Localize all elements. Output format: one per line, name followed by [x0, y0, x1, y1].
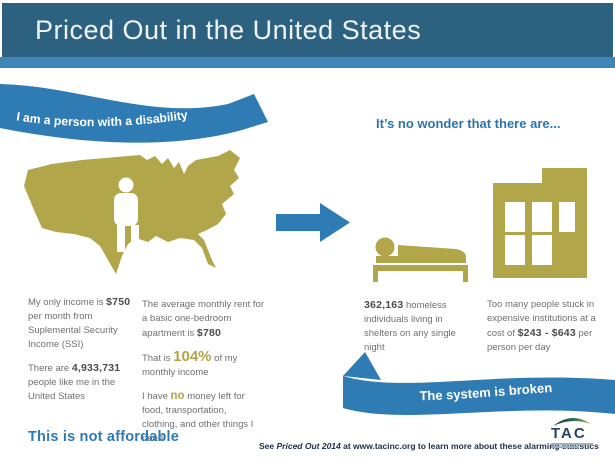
rent-percent-paragraph: That is 104% of my monthly income [142, 348, 264, 380]
rent-amount: $780 [196, 327, 222, 339]
page-title: Priced Out in the United States [35, 15, 422, 45]
homeless-bed-icon [373, 237, 468, 282]
tac-logo: TAC [551, 413, 609, 448]
stat-institutions: Too many people stuck in expensive insti… [487, 298, 607, 364]
income-text-pre: My only income is [28, 297, 107, 308]
header-bar: Priced Out in the United States [2, 3, 613, 57]
income-paragraph: My only income is $750 per month from Su… [28, 295, 136, 352]
footer-text-pre: See [259, 441, 277, 451]
homeless-paragraph: 362,163 homeless individuals living in s… [364, 298, 478, 355]
disability-ribbon-shape [0, 84, 268, 143]
no-money-text-post: money left for food, transportation, clo… [142, 391, 254, 444]
no-money-text-pre: I have [142, 391, 171, 402]
person-icon [114, 177, 139, 252]
income-percent-value: 104% [173, 348, 212, 365]
institution-cost-range: $243 - $643 [517, 327, 576, 339]
building-windows [505, 202, 575, 265]
tac-logo-text: TAC [551, 425, 587, 442]
institutions-paragraph: Too many people stuck in expensive insti… [487, 298, 607, 355]
income-amount: $750 [106, 296, 131, 308]
not-affordable-heading: This is not affordable [28, 429, 180, 445]
tac-tagline-line [551, 442, 593, 445]
homeless-text-post: homeless individuals living in shelters … [364, 300, 456, 353]
institutions-text-post: per person per day [487, 328, 593, 353]
population-count: 4,933,731 [71, 362, 121, 374]
homeless-count: 362,163 [364, 299, 404, 311]
rent-paragraph: The average monthly rent for a basic one… [142, 298, 264, 341]
percent-text-pre: That is [142, 353, 174, 364]
footer-source-title: Priced Out 2014 [276, 441, 341, 451]
tac-tagline-line [551, 446, 579, 448]
arrow-right-icon [276, 203, 350, 242]
institution-building-icon [493, 168, 587, 278]
no-money-paragraph: I have no money left for food, transport… [142, 389, 264, 446]
tac-swoosh-icon [553, 417, 591, 426]
footer-note: See Priced Out 2014 at www.tacinc.org to… [259, 441, 599, 451]
income-text-post: per month from Suplemental Security Inco… [28, 311, 118, 350]
rent-text-pre: The average monthly rent for a basic one… [142, 299, 264, 339]
ribbon-fold [343, 352, 381, 380]
system-broken-ribbon: The system is broken [343, 352, 615, 415]
population-text-post: people like me in the United States [28, 377, 116, 402]
system-ribbon-shape [343, 376, 615, 415]
us-map [24, 150, 240, 274]
stat-income: My only income is $750 per month from Su… [28, 295, 136, 413]
percent-text-post: of my monthly income [142, 353, 238, 378]
stat-rent: The average monthly rent for a basic one… [142, 298, 264, 455]
disability-ribbon: I am a person with a disability [0, 84, 268, 143]
population-text-pre: There are [28, 363, 72, 374]
no-wonder-heading: It’s no wonder that there are... [376, 116, 561, 131]
header-stripe-decoration [0, 57, 615, 68]
institutions-text-pre: Too many people stuck in expensive insti… [487, 299, 596, 339]
population-paragraph: There are 4,933,731 people like me in th… [28, 361, 136, 404]
stat-homeless: 362,163 homeless individuals living in s… [364, 298, 478, 364]
footer-text-post: at www.tacinc.org to learn more about th… [340, 441, 599, 451]
no-money-emphasis: no [170, 390, 185, 402]
